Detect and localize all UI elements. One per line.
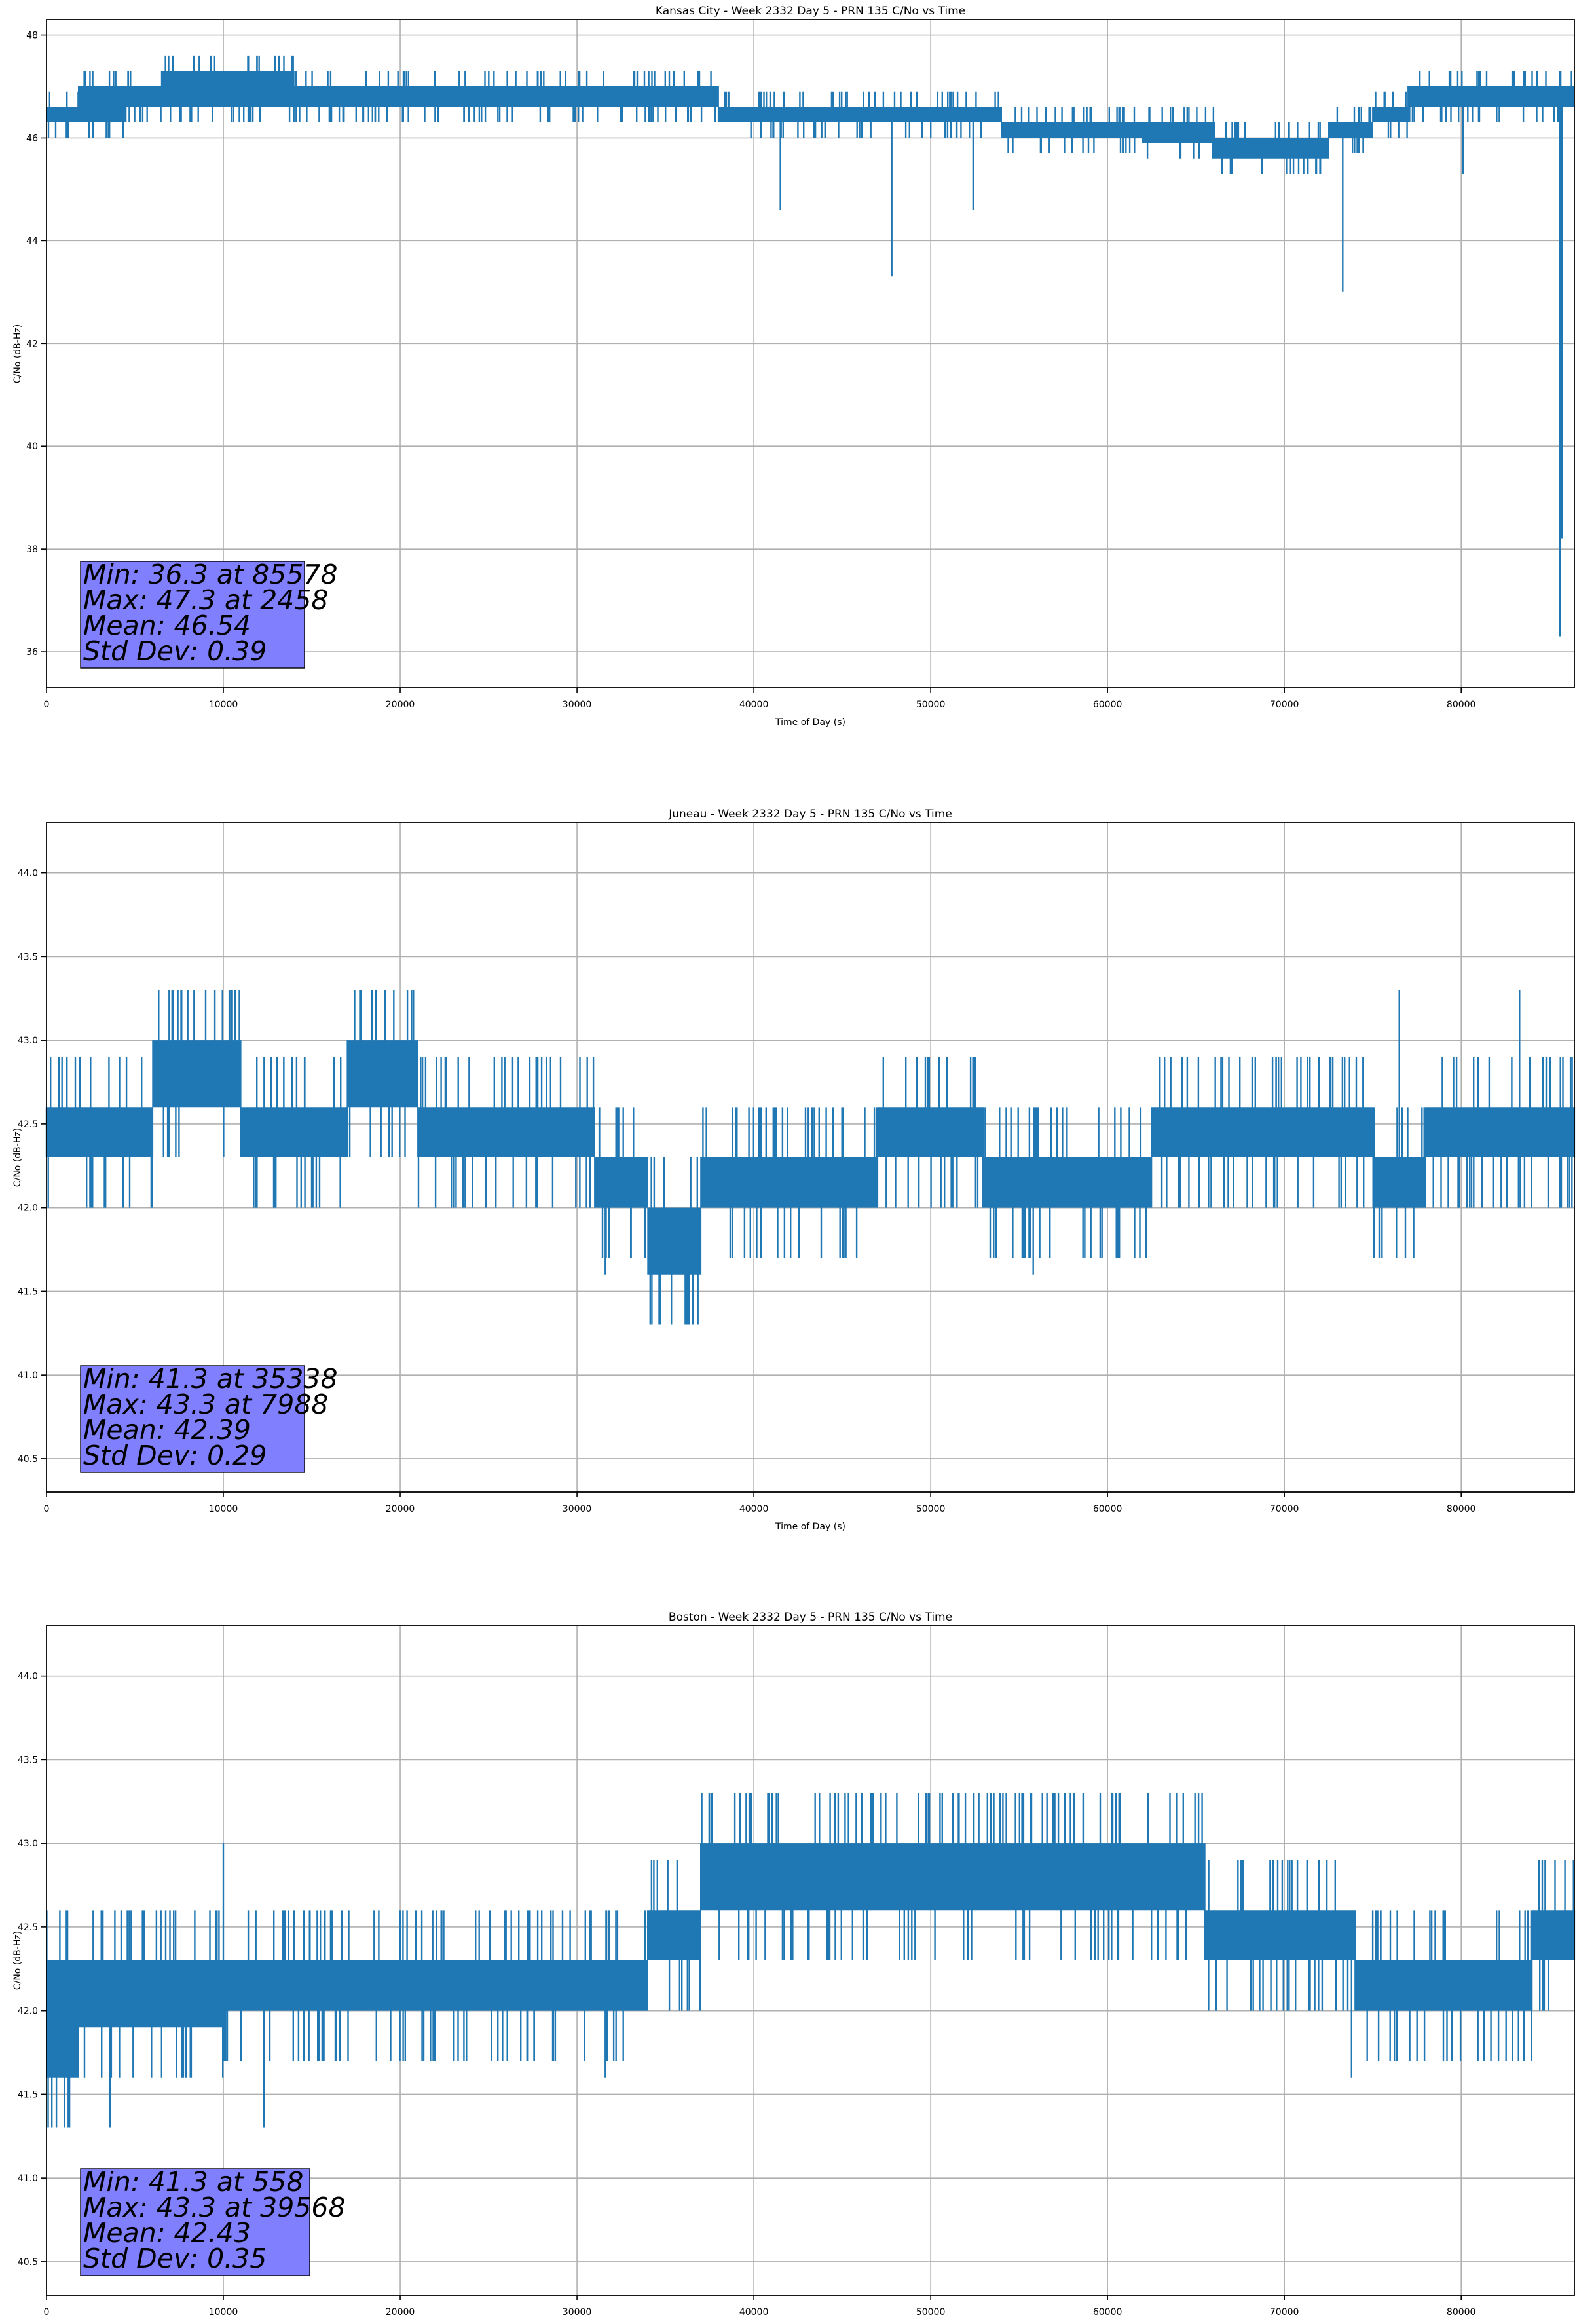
y-tick-label: 41.0	[18, 1370, 38, 1381]
x-tick-label: 50000	[916, 2307, 946, 2317]
y-tick-label: 40.5	[18, 2257, 38, 2268]
stats-line: Std Dev: 0.35	[83, 2243, 267, 2274]
y-tick-label: 42.5	[18, 1922, 38, 1933]
chart-title: Juneau - Week 2332 Day 5 - PRN 135 C/No …	[668, 808, 952, 821]
plot-frame	[46, 19, 1575, 688]
y-tick-label: 42.0	[18, 2006, 38, 2017]
x-tick-label: 20000	[386, 2307, 415, 2317]
x-tick-label: 50000	[916, 700, 946, 710]
chart-title: Boston - Week 2332 Day 5 - PRN 135 C/No …	[669, 1611, 952, 1624]
x-tick-label: 70000	[1270, 700, 1299, 710]
y-tick-label: 40	[26, 441, 38, 452]
x-tick-label: 60000	[1093, 2307, 1122, 2317]
plot-frame	[46, 1625, 1575, 2296]
x-tick-label: 30000	[563, 700, 592, 710]
x-tick-label: 50000	[916, 1504, 946, 1514]
x-tick-label: 60000	[1093, 700, 1122, 710]
y-tick-label: 40.5	[18, 1454, 38, 1465]
y-tick-label: 41.5	[18, 2090, 38, 2100]
y-axis-label: C/No (dB-Hz)	[12, 1931, 23, 1990]
x-tick-label: 70000	[1270, 2307, 1299, 2317]
y-tick-label: 42.5	[18, 1119, 38, 1130]
x-tick-label: 0	[44, 1504, 50, 1514]
stats-line: Max: 43.3 at 39568	[83, 2192, 346, 2223]
chart-3: 0 10000 20000 30000 40000 50000 60000 70000 8000…	[12, 1611, 1576, 2317]
x-tick-label: 10000	[209, 1504, 238, 1514]
stats-line: Min: 41.3 at 558	[83, 2166, 303, 2198]
y-tick-label: 43.5	[18, 952, 38, 962]
x-tick-label: 40000	[739, 2307, 769, 2317]
y-tick-label: 48	[26, 31, 38, 41]
x-tick-label: 20000	[386, 700, 415, 710]
y-tick-label: 41.0	[18, 2173, 38, 2184]
y-tick-label: 46	[26, 133, 38, 143]
plot-frame	[46, 822, 1575, 1493]
y-tick-label: 44.0	[18, 869, 38, 879]
y-tick-label: 43.5	[18, 1755, 38, 1765]
x-tick-label: 0	[44, 2307, 50, 2317]
x-tick-label: 80000	[1447, 2307, 1476, 2317]
x-tick-label: 30000	[563, 2307, 592, 2317]
stats-line: Mean: 42.43	[83, 2217, 251, 2249]
stats-box-background	[80, 2168, 310, 2276]
x-tick-label: 0	[44, 700, 50, 710]
stats-box-background	[80, 1365, 305, 1473]
x-tick-label: 40000	[739, 1504, 769, 1514]
x-axis-label: Time of Day (s)	[775, 1522, 845, 1532]
y-tick-label: 42.0	[18, 1203, 38, 1214]
stats-line: Min: 41.3 at 35338	[83, 1363, 338, 1395]
y-tick-label: 43.0	[18, 1839, 38, 1849]
chart-2: 0 10000 20000 30000 40000 50000 60000 70000 8000…	[12, 808, 1576, 1532]
y-tick-label: 41.5	[18, 1286, 38, 1297]
y-axis-label: C/No (dB-Hz)	[12, 1128, 23, 1187]
y-tick-label: 44	[26, 236, 38, 246]
y-axis-label: C/No (dB-Hz)	[12, 324, 23, 383]
y-tick-label: 44.0	[18, 1672, 38, 1682]
y-tick-label: 43.0	[18, 1036, 38, 1046]
stats-line: Mean: 42.39	[83, 1414, 251, 1446]
x-tick-label: 10000	[209, 700, 238, 710]
stats-line: Std Dev: 0.29	[83, 1440, 267, 1471]
stats-line: Max: 47.3 at 2458	[83, 584, 329, 616]
chart-title: Kansas City - Week 2332 Day 5 - PRN 135 …	[656, 5, 965, 18]
stats-box-background	[80, 561, 305, 669]
x-tick-label: 60000	[1093, 1504, 1122, 1514]
stats-line: Std Dev: 0.39	[83, 635, 267, 667]
stats-line: Min: 36.3 at 85578	[83, 559, 338, 590]
x-tick-label: 70000	[1270, 1504, 1299, 1514]
chart-1: 0 10000 20000 30000 40000 50000 60000 70000 8000…	[12, 5, 1575, 728]
x-tick-label: 20000	[386, 1504, 415, 1514]
x-tick-label: 80000	[1447, 1504, 1476, 1514]
y-tick-label: 36	[26, 647, 38, 658]
y-tick-label: 38	[26, 544, 38, 555]
y-tick-label: 42	[26, 339, 38, 349]
x-axis-label: Time of Day (s)	[775, 717, 845, 728]
x-tick-label: 80000	[1447, 700, 1476, 710]
x-tick-label: 30000	[563, 1504, 592, 1514]
stats-line: Max: 43.3 at 7988	[83, 1389, 329, 1420]
stats-line: Mean: 46.54	[83, 610, 251, 641]
x-tick-label: 10000	[209, 2307, 238, 2317]
x-tick-label: 40000	[739, 700, 769, 710]
